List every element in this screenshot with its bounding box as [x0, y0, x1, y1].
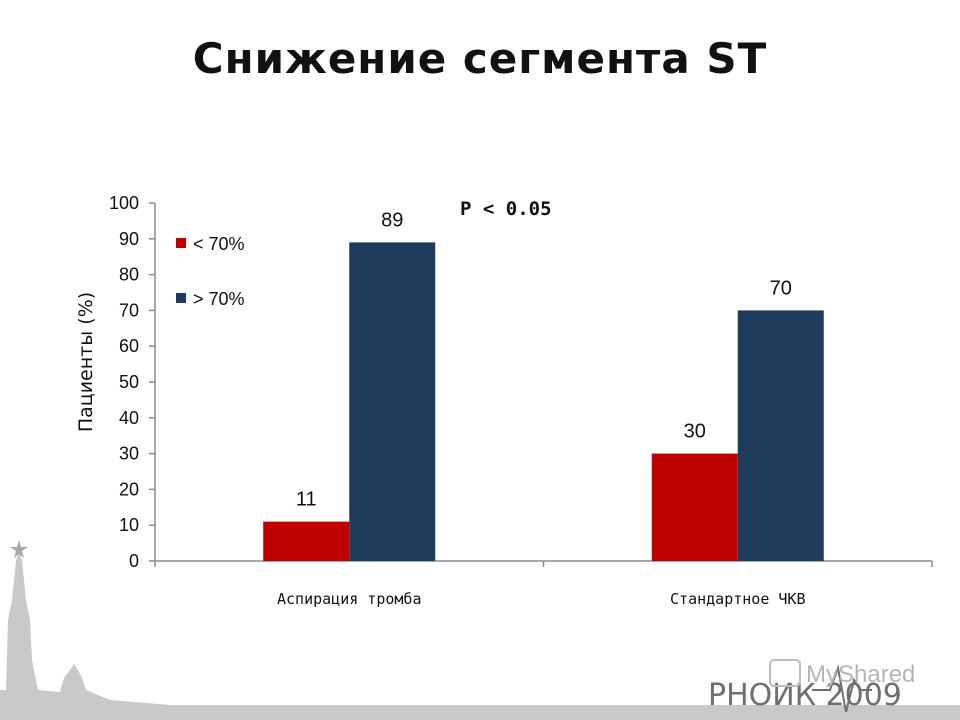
y-tick-label: 70 — [119, 300, 139, 320]
x-category-label: Стандартное ЧКВ — [670, 590, 805, 608]
data-label: 11 — [296, 489, 317, 511]
legend-label: > 70% — [193, 289, 245, 309]
y-tick-label: 100 — [109, 193, 139, 213]
star-icon — [10, 540, 28, 558]
x-category-label: Аспирация тромба — [277, 590, 422, 608]
y-tick-label: 40 — [119, 408, 139, 428]
p-value-annotation: P < 0.05 — [460, 198, 552, 220]
legend-swatch — [176, 238, 186, 248]
bar — [349, 242, 436, 561]
data-label: 89 — [381, 209, 403, 231]
bar — [737, 310, 824, 561]
legend-swatch — [176, 293, 186, 303]
y-tick-label: 0 — [129, 551, 139, 571]
bar — [651, 453, 738, 561]
legend-label: < 70% — [193, 234, 245, 254]
footer-brand-text: РНОИК 2009 — [708, 678, 902, 713]
watermark-text: MyShared — [806, 661, 915, 688]
y-tick-label: 60 — [119, 336, 139, 356]
bar — [263, 521, 350, 561]
watermark-logo-icon — [769, 659, 801, 687]
y-tick-label: 90 — [119, 229, 139, 249]
data-label: 70 — [770, 277, 792, 299]
data-label: 30 — [684, 421, 706, 443]
y-tick-label: 20 — [119, 479, 139, 499]
tower-silhouette-icon — [0, 552, 960, 720]
y-tick-label: 50 — [119, 372, 139, 392]
y-axis-label: Пациенты (%) — [75, 292, 97, 432]
y-tick-label: 30 — [119, 444, 139, 464]
heartbeat-line-icon — [812, 664, 872, 713]
y-tick-label: 10 — [119, 515, 139, 535]
slide-title: Снижение сегмента ST — [192, 34, 768, 83]
y-tick-label: 80 — [119, 265, 139, 285]
